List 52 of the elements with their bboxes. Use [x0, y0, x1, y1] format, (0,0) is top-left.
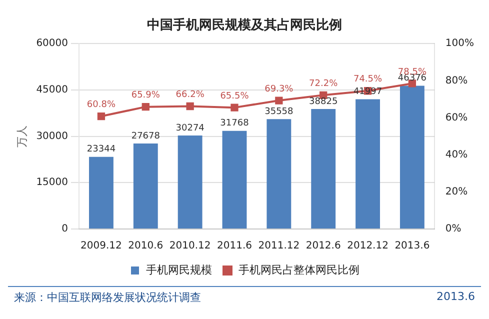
data-label: 38825	[309, 96, 338, 107]
data-label: 31768	[220, 118, 250, 129]
x-tick-label: 2011.6	[217, 240, 252, 252]
data-label: 65.9%	[131, 90, 160, 101]
x-tick-label: 2009.12	[80, 240, 122, 252]
text: 2013.6	[436, 290, 475, 305]
data-label: 30274	[176, 123, 205, 134]
y-tick-label: 45000	[36, 84, 68, 96]
y2-tick-label: 0%	[445, 224, 462, 235]
point	[230, 104, 238, 112]
bar	[400, 86, 424, 228]
point	[275, 96, 283, 104]
point	[186, 102, 194, 110]
source-note: 来源：中国互联网络发展状况统计调查	[14, 290, 201, 305]
y-tick-label: 60000	[36, 38, 68, 50]
bar	[222, 130, 247, 228]
bar	[311, 109, 336, 228]
y2-tick-label: 100%	[445, 38, 474, 50]
bar	[89, 156, 114, 228]
data-label: 69.3%	[264, 84, 294, 94]
y2-tick-label: 40%	[445, 149, 468, 160]
y-tick-label: 0	[62, 224, 68, 235]
data-label: 65.5%	[220, 91, 250, 102]
y-tick-label: 30000	[36, 130, 68, 142]
data-label: 72.2%	[309, 78, 338, 89]
bar	[356, 99, 380, 228]
point	[97, 112, 106, 120]
y-tick-label: 15000	[36, 177, 68, 188]
legend-label: 手机网民占整体网民比例	[238, 263, 360, 276]
x-tick-label: 2010.12	[169, 240, 211, 252]
point	[142, 102, 150, 111]
data-label: 23344	[86, 144, 116, 155]
y2-tick-label: 20%	[445, 186, 468, 198]
data-label: 74.5%	[353, 74, 383, 85]
y2-tick-label: 60%	[445, 112, 468, 124]
data-label: 66.2%	[176, 90, 205, 100]
legend-label: 手机网民规模	[146, 263, 212, 276]
x-tick-label: 2012.12	[347, 240, 388, 252]
data-label: 27678	[131, 131, 160, 142]
bar	[178, 135, 202, 228]
y-axis-title: 万人	[15, 125, 28, 148]
bar	[266, 119, 292, 228]
x-tick-label: 2010.6	[128, 240, 164, 252]
data-label: 35558	[264, 106, 294, 117]
bar	[133, 143, 158, 228]
data-label: 46376	[398, 74, 427, 84]
x-tick-label: 2013.6	[394, 240, 430, 252]
chart-title: 中国手机网民规模及其占网民比例	[147, 17, 342, 34]
y2-tick-label: 80%	[445, 75, 468, 86]
x-tick-label: 2012.6	[306, 240, 341, 252]
x-tick-label: 2011.12	[258, 240, 300, 252]
data-label: 60.8%	[86, 100, 116, 110]
